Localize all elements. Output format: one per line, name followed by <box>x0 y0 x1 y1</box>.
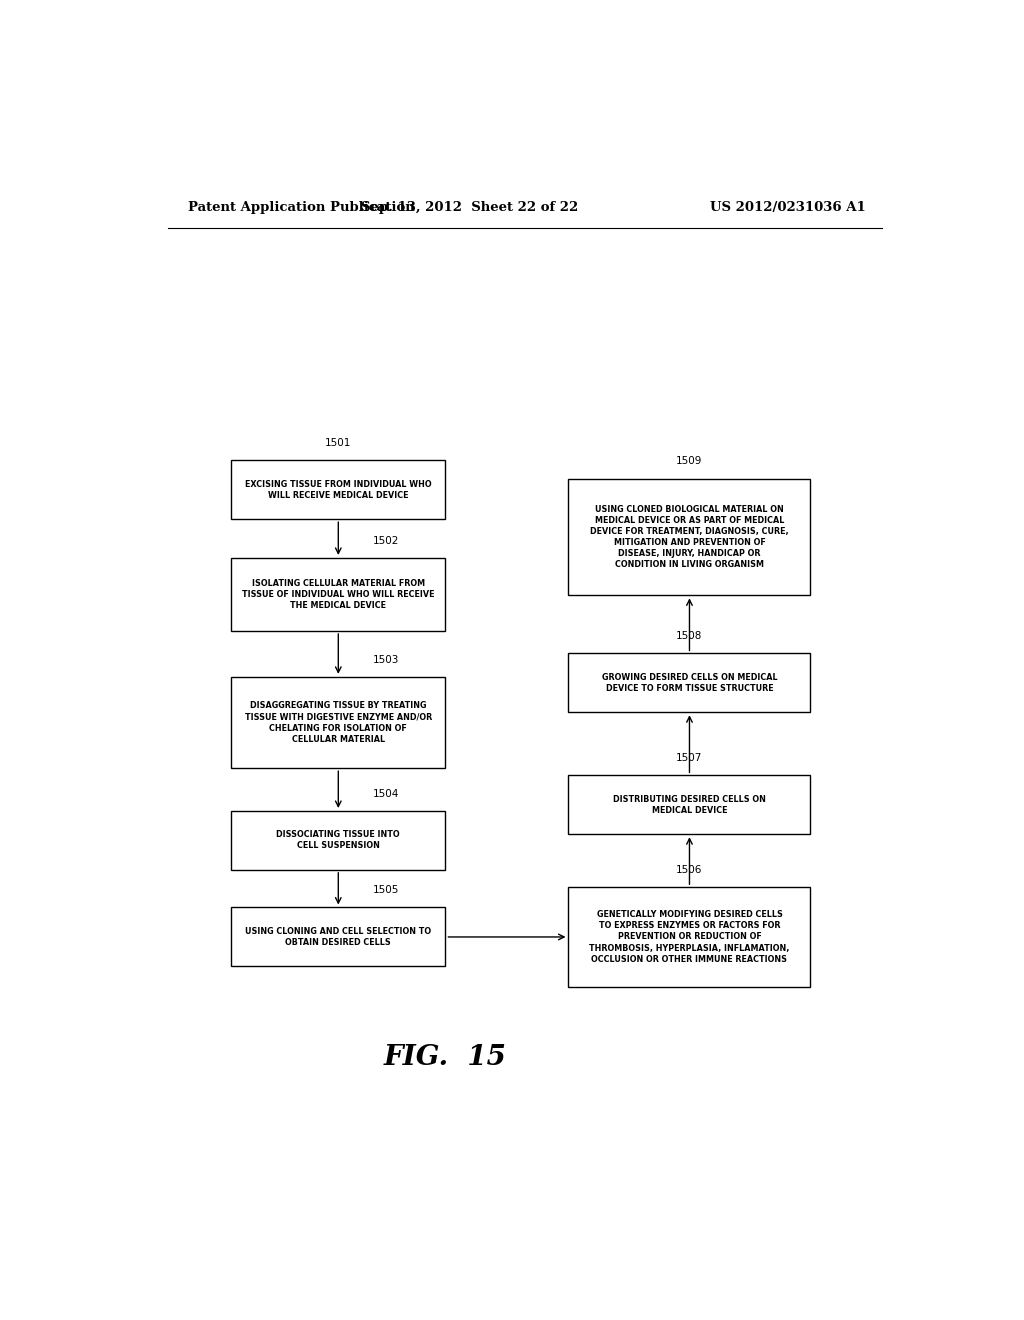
Text: 1503: 1503 <box>373 655 399 664</box>
Bar <box>568 887 811 987</box>
Text: 1509: 1509 <box>676 457 702 466</box>
Text: DISAGGREGATING TISSUE BY TREATING
TISSUE WITH DIGESTIVE ENZYME AND/OR
CHELATING : DISAGGREGATING TISSUE BY TREATING TISSUE… <box>245 701 432 743</box>
Text: USING CLONED BIOLOGICAL MATERIAL ON
MEDICAL DEVICE OR AS PART OF MEDICAL
DEVICE : USING CLONED BIOLOGICAL MATERIAL ON MEDI… <box>590 504 788 569</box>
Bar <box>231 810 445 870</box>
Text: ISOLATING CELLULAR MATERIAL FROM
TISSUE OF INDIVIDUAL WHO WILL RECEIVE
THE MEDIC: ISOLATING CELLULAR MATERIAL FROM TISSUE … <box>242 579 434 610</box>
Text: DISSOCIATING TISSUE INTO
CELL SUSPENSION: DISSOCIATING TISSUE INTO CELL SUSPENSION <box>276 830 400 850</box>
Bar <box>231 677 445 768</box>
Text: USING CLONING AND CELL SELECTION TO
OBTAIN DESIRED CELLS: USING CLONING AND CELL SELECTION TO OBTA… <box>245 927 431 946</box>
Bar <box>231 461 445 519</box>
Text: GROWING DESIRED CELLS ON MEDICAL
DEVICE TO FORM TISSUE STRUCTURE: GROWING DESIRED CELLS ON MEDICAL DEVICE … <box>602 673 777 693</box>
Text: 1507: 1507 <box>676 754 702 763</box>
Bar <box>568 653 811 713</box>
Text: 1508: 1508 <box>676 631 702 642</box>
Text: GENETICALLY MODIFYING DESIRED CELLS
TO EXPRESS ENZYMES OR FACTORS FOR
PREVENTION: GENETICALLY MODIFYING DESIRED CELLS TO E… <box>589 911 790 964</box>
Text: 1506: 1506 <box>676 865 702 875</box>
Text: 1502: 1502 <box>373 536 399 545</box>
Text: EXCISING TISSUE FROM INDIVIDUAL WHO
WILL RECEIVE MEDICAL DEVICE: EXCISING TISSUE FROM INDIVIDUAL WHO WILL… <box>245 479 432 500</box>
Text: Patent Application Publication: Patent Application Publication <box>187 201 415 214</box>
Text: US 2012/0231036 A1: US 2012/0231036 A1 <box>711 201 866 214</box>
Text: Sep. 13, 2012  Sheet 22 of 22: Sep. 13, 2012 Sheet 22 of 22 <box>360 201 578 214</box>
Bar <box>231 907 445 966</box>
Text: DISTRIBUTING DESIRED CELLS ON
MEDICAL DEVICE: DISTRIBUTING DESIRED CELLS ON MEDICAL DE… <box>613 795 766 814</box>
Bar <box>568 479 811 595</box>
Text: 1504: 1504 <box>373 789 399 799</box>
Text: 1501: 1501 <box>325 438 351 447</box>
Bar <box>568 775 811 834</box>
Bar <box>231 558 445 631</box>
Text: 1505: 1505 <box>373 886 399 895</box>
Text: FIG.  15: FIG. 15 <box>384 1044 507 1072</box>
